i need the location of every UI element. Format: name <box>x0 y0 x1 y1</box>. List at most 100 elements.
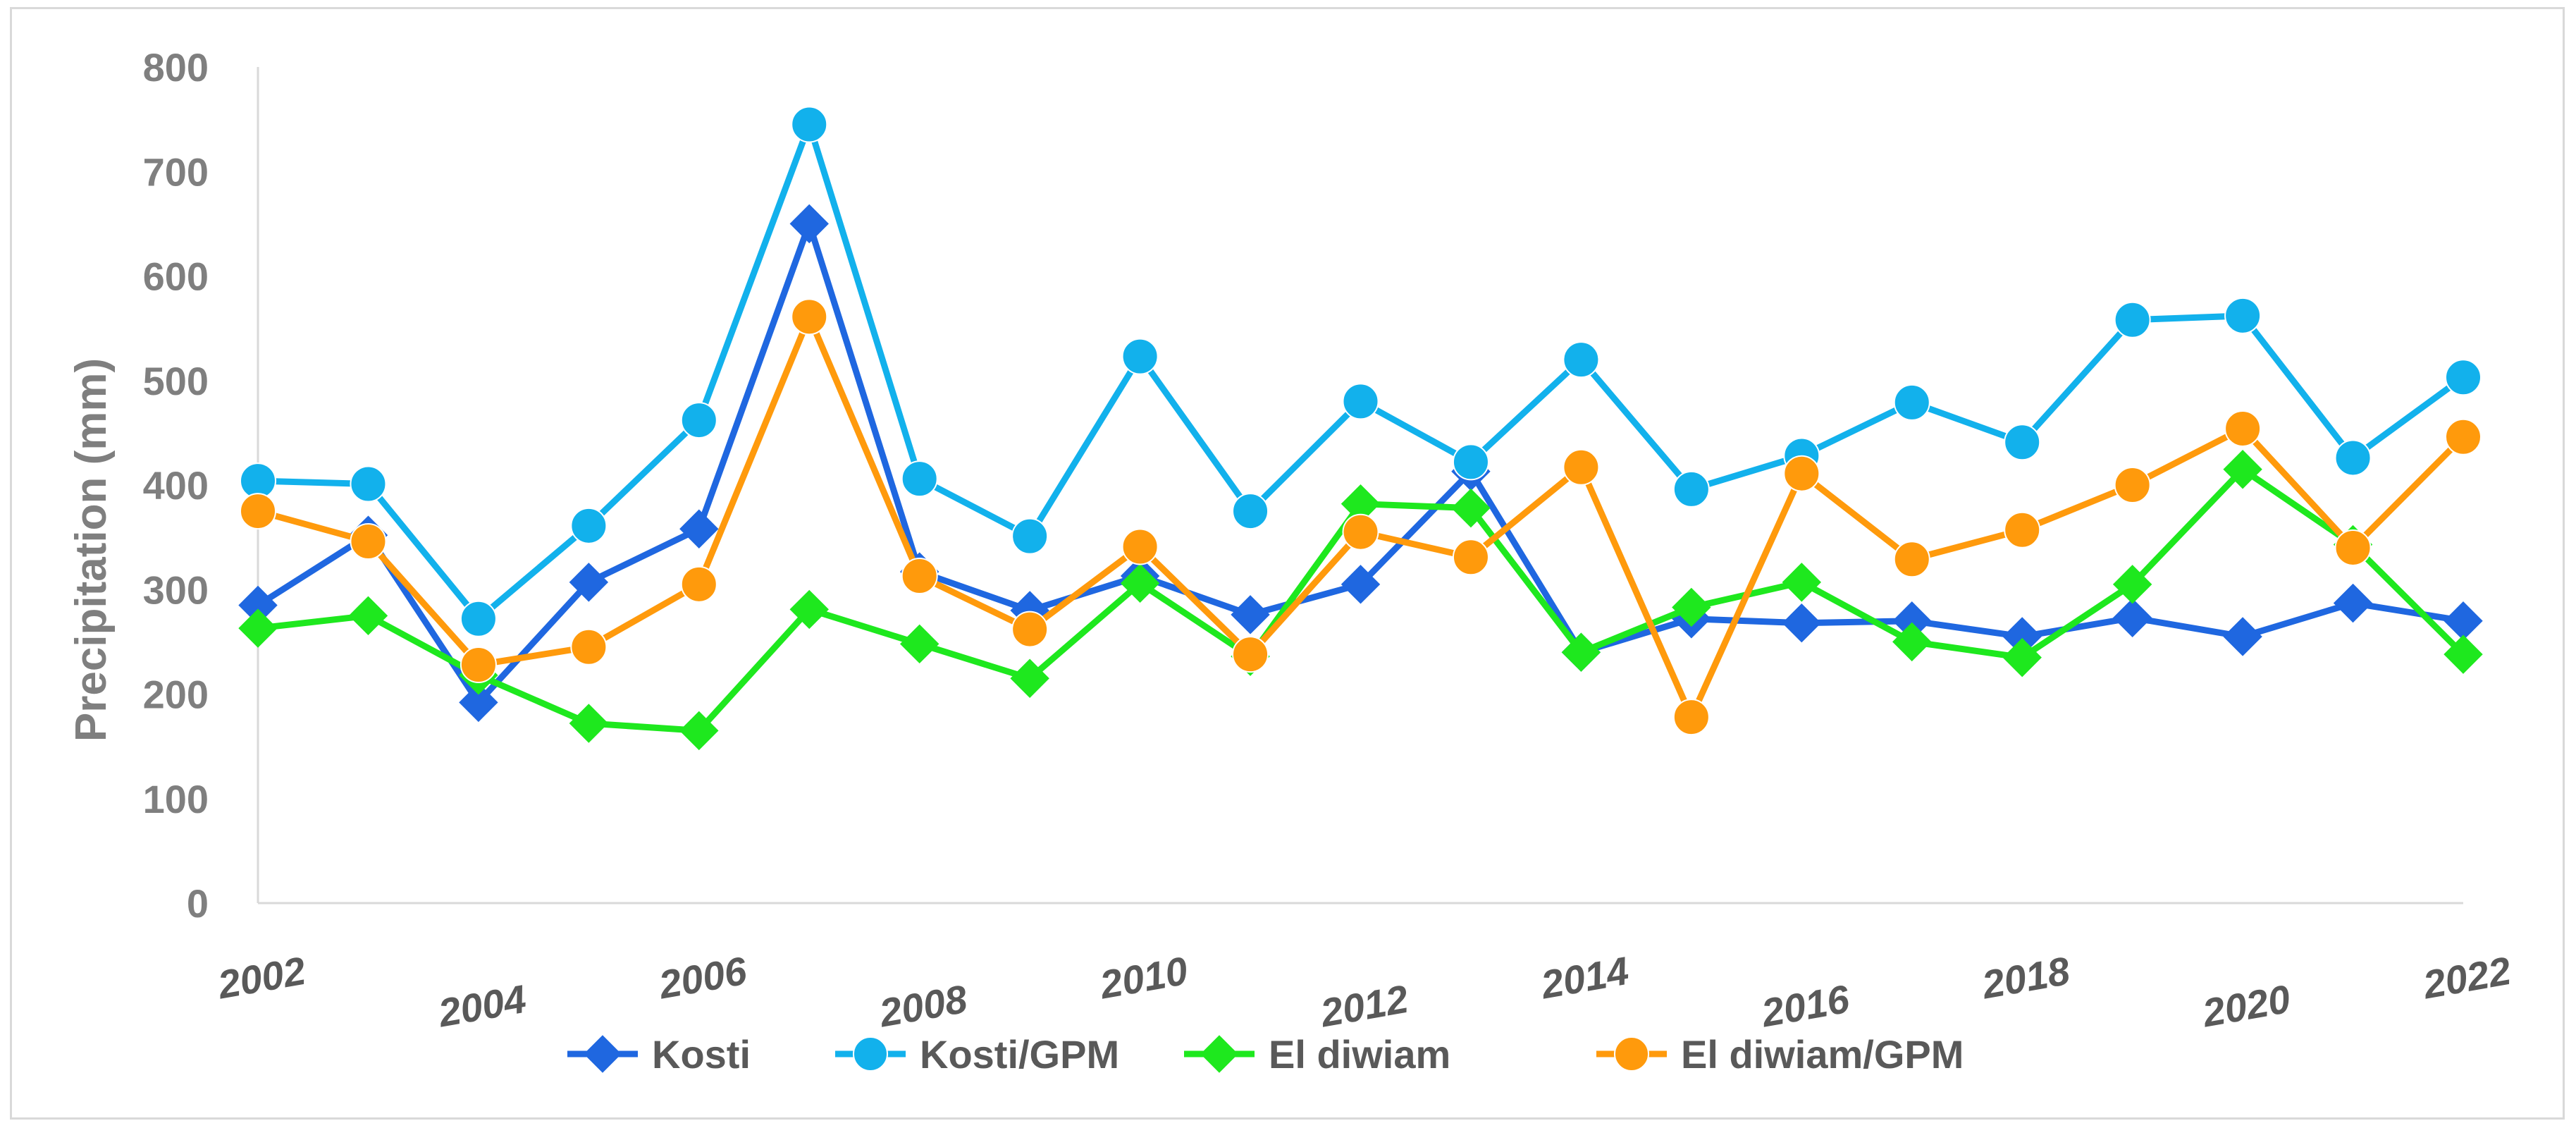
x-tick-label: 2020 <box>2199 976 2294 1036</box>
data-point-el-diwiam <box>2223 450 2262 489</box>
data-point-el-diwiam-gpm <box>1342 513 1379 551</box>
data-point-el-diwiam-gpm <box>2445 418 2482 455</box>
x-tick-label: 2016 <box>1758 976 1853 1036</box>
legend-swatch-marker <box>1614 1036 1649 1072</box>
data-point-el-diwiam <box>569 704 609 743</box>
data-point-el-diwiam <box>238 608 278 648</box>
data-point-el-diwiam <box>1451 488 1491 528</box>
data-point-el-diwiam <box>899 624 939 664</box>
data-point-el-diwiam <box>1561 632 1601 672</box>
legend-label: Kosti/GPM <box>920 1032 1119 1077</box>
data-point-kosti-gpm <box>901 460 938 498</box>
data-point-el-diwiam-gpm <box>901 557 938 594</box>
data-point-el-diwiam-gpm <box>240 493 276 530</box>
x-tick-label: 2014 <box>1537 948 1632 1007</box>
data-point-el-diwiam-gpm <box>350 523 387 560</box>
data-point-el-diwiam-gpm <box>1011 611 1049 648</box>
data-point-el-diwiam <box>789 589 829 630</box>
data-point-el-diwiam <box>1672 587 1711 627</box>
x-tick-label: 2022 <box>2419 948 2514 1007</box>
data-point-el-diwiam-gpm <box>2334 529 2372 566</box>
legend-item-kosti: Kosti <box>567 1032 751 1077</box>
data-point-el-diwiam-gpm <box>2224 410 2262 447</box>
series-kosti-gpm <box>240 106 2482 637</box>
legend-label: El diwiam/GPM <box>1681 1032 1964 1077</box>
data-point-kosti-gpm <box>1011 517 1049 555</box>
data-point-kosti-gpm <box>2224 297 2262 334</box>
data-point-kosti <box>1231 595 1270 634</box>
data-point-kosti-gpm <box>1232 493 1269 530</box>
data-point-el-diwiam-gpm <box>1893 541 1930 578</box>
data-point-kosti-gpm <box>791 106 828 143</box>
data-point-el-diwiam-gpm <box>1783 455 1820 492</box>
x-tick-label: 2008 <box>875 976 970 1036</box>
data-point-el-diwiam <box>2443 634 2483 674</box>
data-point-kosti-gpm <box>680 402 717 439</box>
y-tick-label: 200 <box>143 673 209 717</box>
y-tick-label: 100 <box>143 777 209 821</box>
data-point-kosti-gpm <box>1342 383 1379 420</box>
y-axis: 0 100 200 300 400 500 600 700 800 <box>143 45 259 926</box>
data-point-kosti <box>569 563 609 602</box>
data-point-el-diwiam <box>679 711 719 751</box>
data-point-el-diwiam-gpm <box>1563 448 1600 486</box>
legend-swatch-marker <box>584 1035 622 1073</box>
data-point-kosti-gpm <box>1121 338 1159 375</box>
data-point-el-diwiam-gpm <box>1672 699 1710 736</box>
y-tick-label: 600 <box>143 255 209 299</box>
data-point-kosti-gpm <box>1672 470 1710 508</box>
x-tick-label: 2002 <box>214 948 309 1007</box>
data-point-el-diwiam-gpm <box>791 298 828 336</box>
data-point-el-diwiam-gpm <box>680 565 717 603</box>
data-point-el-diwiam <box>1782 563 1822 602</box>
data-point-kosti <box>2223 617 2262 656</box>
x-axis: 2002 2004 2006 2008 2010 2012 2014 2016 2018 2020… <box>214 902 2514 1036</box>
data-point-kosti <box>2333 583 2373 623</box>
data-point-kosti <box>459 682 498 723</box>
series-el-diwiam-gpm <box>240 298 2482 736</box>
legend-swatch-marker <box>853 1036 888 1072</box>
x-tick-label: 2004 <box>434 976 529 1036</box>
data-point-kosti <box>2112 598 2152 637</box>
data-point-kosti-gpm <box>2004 424 2041 461</box>
data-point-kosti <box>1341 565 1381 604</box>
x-tick-label: 2010 <box>1096 948 1191 1007</box>
data-point-kosti-gpm <box>1452 443 1489 481</box>
data-point-el-diwiam <box>1120 563 1160 603</box>
y-tick-label: 800 <box>143 45 209 90</box>
data-point-el-diwiam-gpm <box>1452 539 1489 576</box>
x-tick-label: 2018 <box>1978 948 2073 1007</box>
data-point-el-diwiam-gpm <box>460 646 497 683</box>
data-point-el-diwiam-gpm <box>2004 511 2041 548</box>
y-tick-label: 0 <box>187 881 209 926</box>
x-tick-label: 2006 <box>655 948 750 1007</box>
legend-item-kosti-gpm: Kosti/GPM <box>835 1032 1119 1077</box>
legend: Kosti Kosti/GPM El diwiam El diwiam/GPM <box>567 1032 1964 1077</box>
data-point-el-diwiam <box>1010 658 1049 698</box>
legend-label: Kosti <box>652 1032 751 1077</box>
data-point-el-diwiam <box>1892 622 1932 662</box>
data-point-kosti <box>679 509 719 548</box>
data-point-kosti-gpm <box>2445 359 2482 396</box>
data-point-kosti-gpm <box>2114 301 2151 338</box>
y-tick-label: 700 <box>143 149 209 194</box>
data-point-kosti-gpm <box>460 600 497 637</box>
y-tick-label: 500 <box>143 359 209 403</box>
y-tick-label: 300 <box>143 568 209 612</box>
data-point-kosti <box>789 204 829 244</box>
data-point-el-diwiam-gpm <box>2114 467 2151 503</box>
data-point-el-diwiam <box>2002 637 2042 678</box>
data-point-kosti-gpm <box>1893 384 1930 421</box>
data-point-kosti <box>1782 603 1822 643</box>
data-point-el-diwiam-gpm <box>570 628 608 666</box>
data-point-kosti-gpm <box>570 507 608 544</box>
x-tick-label: 2012 <box>1317 976 1412 1036</box>
legend-item-el-diwiam: El diwiam <box>1184 1032 1450 1077</box>
legend-item-el-diwiam-gpm: El diwiam/GPM <box>1596 1032 1964 1077</box>
data-point-kosti-gpm <box>1563 341 1600 379</box>
series-layer <box>238 106 2483 751</box>
data-point-kosti-gpm <box>350 465 387 503</box>
data-point-kosti-gpm <box>2334 439 2372 477</box>
data-point-kosti <box>2443 601 2483 641</box>
